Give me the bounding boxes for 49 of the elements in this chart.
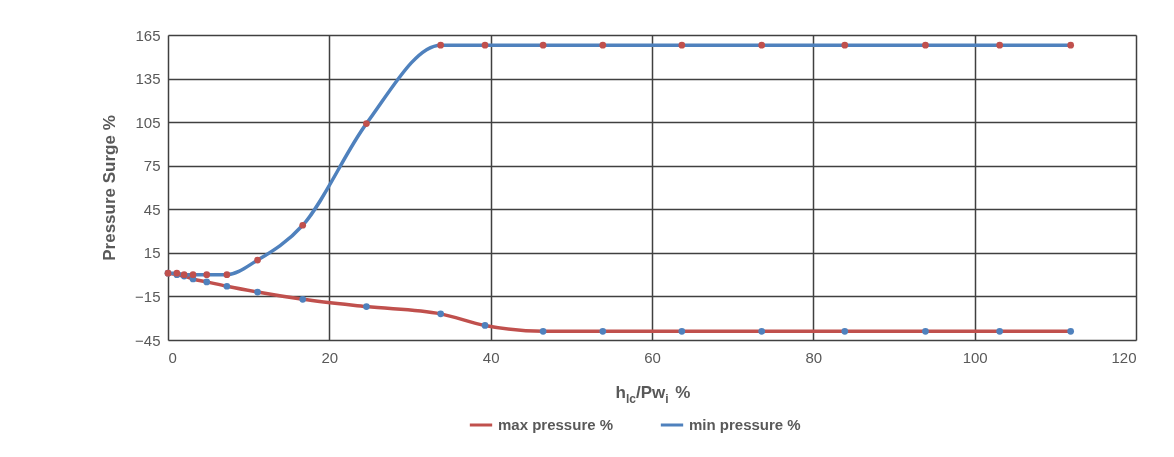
point (363, 303, 370, 310)
legend-label: max pressure % (498, 416, 614, 433)
point (437, 41, 445, 49)
x-tick-label: 100 (962, 348, 988, 366)
y-tick-label: −15 (135, 287, 161, 305)
x-tick-label: 80 (805, 348, 823, 366)
x-tick-label: 0 (168, 348, 177, 366)
point (1067, 327, 1075, 335)
point (1067, 41, 1075, 49)
point (758, 41, 766, 49)
point (299, 295, 307, 303)
point (481, 322, 489, 329)
x-tick-label: 20 (321, 348, 339, 366)
point (599, 41, 607, 49)
point (996, 327, 1004, 335)
point (223, 271, 231, 278)
point (678, 327, 686, 335)
point (254, 288, 261, 296)
point (539, 327, 547, 335)
x-tick-label: 120 (1111, 348, 1137, 366)
y-axis-title: Pressure Surge % (100, 115, 120, 261)
y-tick-label: 165 (135, 26, 161, 44)
point (254, 256, 261, 264)
y-tick-label: 135 (135, 70, 161, 88)
point (841, 41, 849, 49)
point (678, 41, 686, 49)
point (539, 41, 547, 49)
y-tick-label: 75 (143, 157, 161, 175)
point (299, 221, 307, 229)
point (996, 41, 1004, 49)
x-tick-label: 60 (644, 348, 661, 366)
point (223, 282, 231, 290)
legend-label: min pressure % (689, 416, 801, 433)
x-tick-label: 40 (482, 348, 500, 366)
point (599, 327, 607, 335)
y-tick-label: 15 (143, 244, 161, 262)
point (363, 120, 370, 127)
point (758, 327, 766, 335)
point (437, 310, 445, 318)
point (841, 327, 849, 335)
y-tick-label: 105 (135, 113, 161, 131)
y-tick-label: −45 (135, 331, 161, 349)
y-tick-label: 45 (143, 200, 161, 218)
point (922, 327, 929, 335)
point (203, 278, 211, 286)
point (922, 41, 929, 49)
point (203, 271, 211, 278)
point (481, 41, 489, 49)
point (189, 271, 197, 278)
